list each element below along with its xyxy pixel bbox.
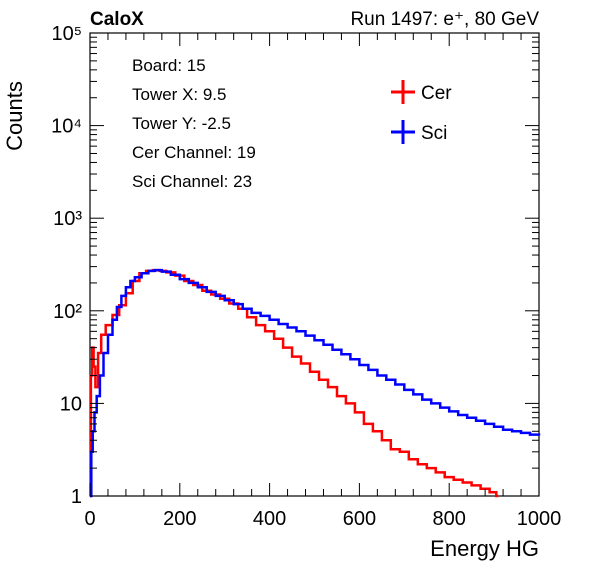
y-axis-title: Counts: [2, 81, 27, 151]
y-tick-label: 10²: [53, 301, 82, 323]
header-left: CaloX: [90, 9, 144, 30]
x-axis-title: Energy HG: [430, 536, 539, 561]
x-tick-label: 200: [163, 508, 196, 530]
legend-sci-label: Sci: [421, 123, 447, 144]
y-tick-label: 10⁵: [51, 23, 82, 45]
legend-entry-sci: Sci: [391, 120, 447, 144]
plot-frame: [89, 32, 540, 497]
info-board: Board: 15: [132, 56, 206, 75]
info-tower-y: Tower Y: -2.5: [132, 114, 231, 133]
info-tower-x: Tower X: 9.5: [132, 85, 227, 104]
x-tick-label: 800: [433, 508, 466, 530]
x-tick-label: 0: [84, 508, 95, 530]
series-sci-line: [90, 268, 541, 498]
info-sci-channel: Sci Channel: 23: [132, 172, 252, 191]
y-tick-label: 10⁴: [51, 116, 82, 138]
legend: Cer Sci: [391, 80, 452, 144]
x-tick-label: 400: [253, 508, 286, 530]
legend-cer-label: Cer: [421, 83, 452, 104]
info-cer-channel: Cer Channel: 19: [132, 143, 256, 162]
y-tick-label: 1: [71, 486, 82, 508]
x-tick-label: 600: [343, 508, 376, 530]
x-tick-label: 1000: [517, 508, 562, 530]
ticks-layer: 0 200 400 600 800 1000 1 10 10² 10³ 10⁴ 10⁵: [51, 23, 561, 530]
series-layer: [89, 268, 541, 498]
y-tick-label: 10: [60, 393, 82, 415]
header-right: Run 1497: e⁺, 80 GeV: [350, 9, 539, 30]
y-tick-label: 10³: [53, 208, 82, 230]
legend-entry-cer: Cer: [391, 80, 452, 104]
info-box: Board: 15 Tower X: 9.5 Tower Y: -2.5 Cer…: [132, 56, 256, 191]
